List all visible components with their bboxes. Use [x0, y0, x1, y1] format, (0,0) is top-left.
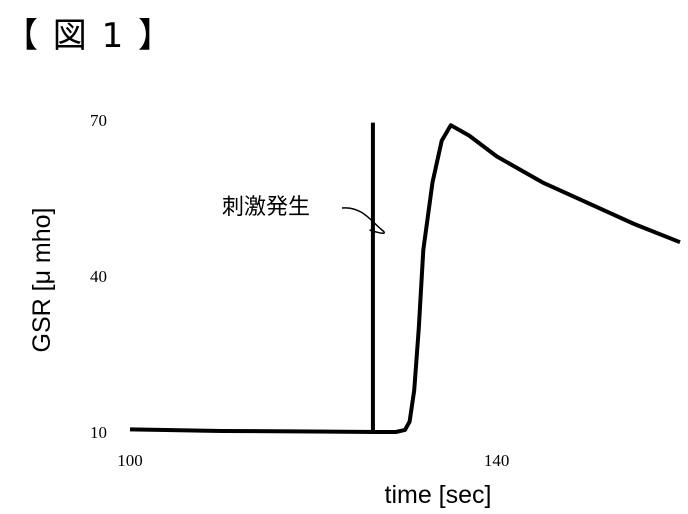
- y-tick-label: 40: [90, 267, 107, 286]
- x-tick-label: 100: [117, 451, 143, 470]
- y-tick-label: 10: [90, 423, 107, 442]
- gsr-series-line: [130, 125, 680, 432]
- x-tick-label: 140: [484, 451, 510, 470]
- y-axis-label: GSR [μ mho]: [28, 208, 56, 353]
- annotation-leader-line: [342, 208, 384, 233]
- x-axis-label: time [sec]: [385, 481, 492, 509]
- stimulus-annotation: 刺激発生: [222, 195, 310, 220]
- y-tick-label: 70: [90, 111, 107, 130]
